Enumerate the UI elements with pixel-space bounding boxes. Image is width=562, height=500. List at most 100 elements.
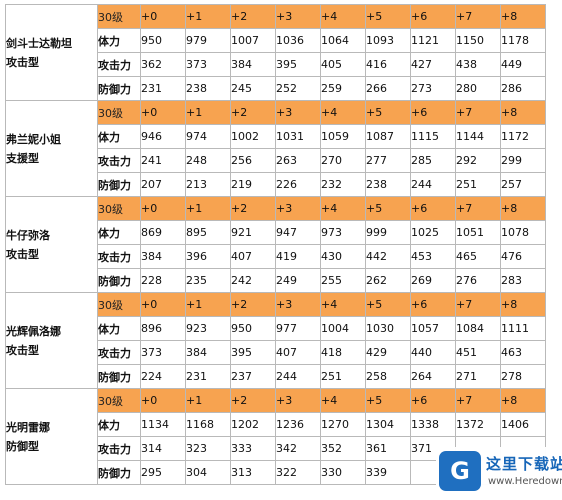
stat-row-hp: 体力 896 923 950 977 1004 1030 1057 1084 1111 [6, 316, 546, 341]
level-label: 30级 [97, 388, 141, 413]
enhance-level-header: +1 [185, 388, 231, 413]
stat-value: 1007 [230, 28, 276, 53]
stat-value: 277 [365, 148, 411, 173]
character-name: 牛仔弥洛 [6, 228, 50, 242]
stat-value: 232 [320, 172, 366, 197]
enhance-level-header: +3 [275, 292, 321, 317]
stat-value: 352 [320, 436, 366, 461]
stat-value: 224 [140, 364, 186, 389]
character-type: 攻击型 [6, 55, 39, 69]
stat-value: 1111 [500, 316, 546, 341]
enhance-level-header: +5 [365, 292, 411, 317]
level-header-row: 光辉佩洛娜 攻击型 30级 +0 +1 +2 +3 +4 +5 +6 +7 +8 [5, 292, 546, 389]
stat-value: 285 [410, 148, 456, 173]
stat-value: 276 [455, 268, 501, 293]
stat-value: 429 [365, 340, 411, 365]
stat-value: 270 [320, 148, 366, 173]
stat-label: 体力 [97, 28, 141, 53]
stat-value: 396 [185, 244, 231, 269]
stat-value: 252 [275, 76, 321, 101]
stat-value: 1172 [500, 124, 546, 149]
enhance-level-header: +4 [320, 196, 366, 221]
stat-value: 1093 [365, 28, 411, 53]
enhance-level-header: +1 [185, 196, 231, 221]
stat-value: 257 [500, 172, 546, 197]
stat-value: 278 [500, 364, 546, 389]
stat-value: 395 [230, 340, 276, 365]
stat-row-def: 防御力 224 231 237 244 251 258 264 271 278 [6, 364, 546, 389]
stat-value: 271 [455, 364, 501, 389]
enhance-level-header: +8 [500, 388, 546, 413]
stat-value: 373 [140, 340, 186, 365]
enhance-level-header: +0 [140, 388, 186, 413]
stat-value: 238 [185, 76, 231, 101]
character-name: 弗兰妮小姐 [6, 132, 61, 146]
enhance-level-header: +5 [365, 4, 411, 29]
stat-label: 攻击力 [97, 244, 141, 269]
stat-value: 384 [185, 340, 231, 365]
enhance-level-header: +2 [230, 4, 276, 29]
stat-value: 947 [275, 220, 321, 245]
stat-value: 427 [410, 52, 456, 77]
stat-value: 263 [275, 148, 321, 173]
enhance-level-header: +6 [410, 4, 456, 29]
stat-value: 977 [275, 316, 321, 341]
enhance-level-header: +8 [500, 196, 546, 221]
enhance-level-header: +6 [410, 196, 456, 221]
enhance-level-header: +4 [320, 388, 366, 413]
stat-value: 1002 [230, 124, 276, 149]
stat-value: 1236 [275, 412, 321, 437]
stat-value: 1036 [275, 28, 321, 53]
enhance-level-header: +3 [275, 100, 321, 125]
stat-value: 238 [365, 172, 411, 197]
stat-value: 1121 [410, 28, 456, 53]
level-label: 30级 [97, 196, 141, 221]
stat-value: 1144 [455, 124, 501, 149]
stat-label: 防御力 [97, 172, 141, 197]
stat-value: 313 [230, 460, 276, 485]
stat-value: 895 [185, 220, 231, 245]
enhance-level-header: +3 [275, 196, 321, 221]
stat-value: 1178 [500, 28, 546, 53]
stat-value: 237 [230, 364, 276, 389]
stat-value: 228 [140, 268, 186, 293]
stat-label: 体力 [97, 124, 141, 149]
stat-row-hp: 体力 1134 1168 1202 1236 1270 1304 1338 1372 1406 [6, 412, 546, 437]
enhance-level-header: +6 [410, 388, 456, 413]
stat-value: 442 [365, 244, 411, 269]
enhance-level-header: +3 [275, 388, 321, 413]
stat-value: 999 [365, 220, 411, 245]
stat-row-atk: 攻击力 241 248 256 263 270 277 285 292 299 [6, 148, 546, 173]
watermark: G 这里下载站 www.Heredown.com [436, 447, 562, 495]
stat-value: 1084 [455, 316, 501, 341]
stat-value: 418 [320, 340, 366, 365]
character-type: 防御型 [6, 439, 39, 453]
character-name-cell: 剑斗士达勒坦 攻击型 [5, 4, 98, 101]
enhance-level-header: +8 [500, 4, 546, 29]
stat-value: 950 [140, 28, 186, 53]
stat-value: 273 [410, 76, 456, 101]
stat-value: 869 [140, 220, 186, 245]
stat-row-def: 防御力 228 235 242 249 255 262 269 276 283 [6, 268, 546, 293]
stat-value: 262 [365, 268, 411, 293]
stat-label: 攻击力 [97, 436, 141, 461]
stat-label: 防御力 [97, 268, 141, 293]
stat-label: 攻击力 [97, 148, 141, 173]
character-name-cell: 光明雷娜 防御型 [5, 388, 98, 485]
stat-row-atk: 攻击力 362 373 384 395 405 416 427 438 449 [6, 52, 546, 77]
stat-value: 219 [230, 172, 276, 197]
watermark-url: www.Heredown.com [488, 476, 562, 487]
stat-row-hp: 体力 946 974 1002 1031 1059 1087 1115 1144 1172 [6, 124, 546, 149]
site-logo-icon: G [439, 451, 481, 491]
stat-value: 1338 [410, 412, 456, 437]
stat-value: 395 [275, 52, 321, 77]
level-header-row: 剑斗士达勒坦 攻击型 30级 +0 +1 +2 +3 +4 +5 +6 +7 +8 [5, 4, 546, 101]
stat-value: 979 [185, 28, 231, 53]
stat-row-def: 防御力 231 238 245 252 259 266 273 280 286 [6, 76, 546, 101]
enhance-level-header: +2 [230, 388, 276, 413]
enhance-level-header: +2 [230, 100, 276, 125]
stat-value: 226 [275, 172, 321, 197]
enhance-level-header: +5 [365, 196, 411, 221]
stat-value: 1134 [140, 412, 186, 437]
level-header-row: 牛仔弥洛 攻击型 30级 +0 +1 +2 +3 +4 +5 +6 +7 +8 [5, 196, 546, 293]
